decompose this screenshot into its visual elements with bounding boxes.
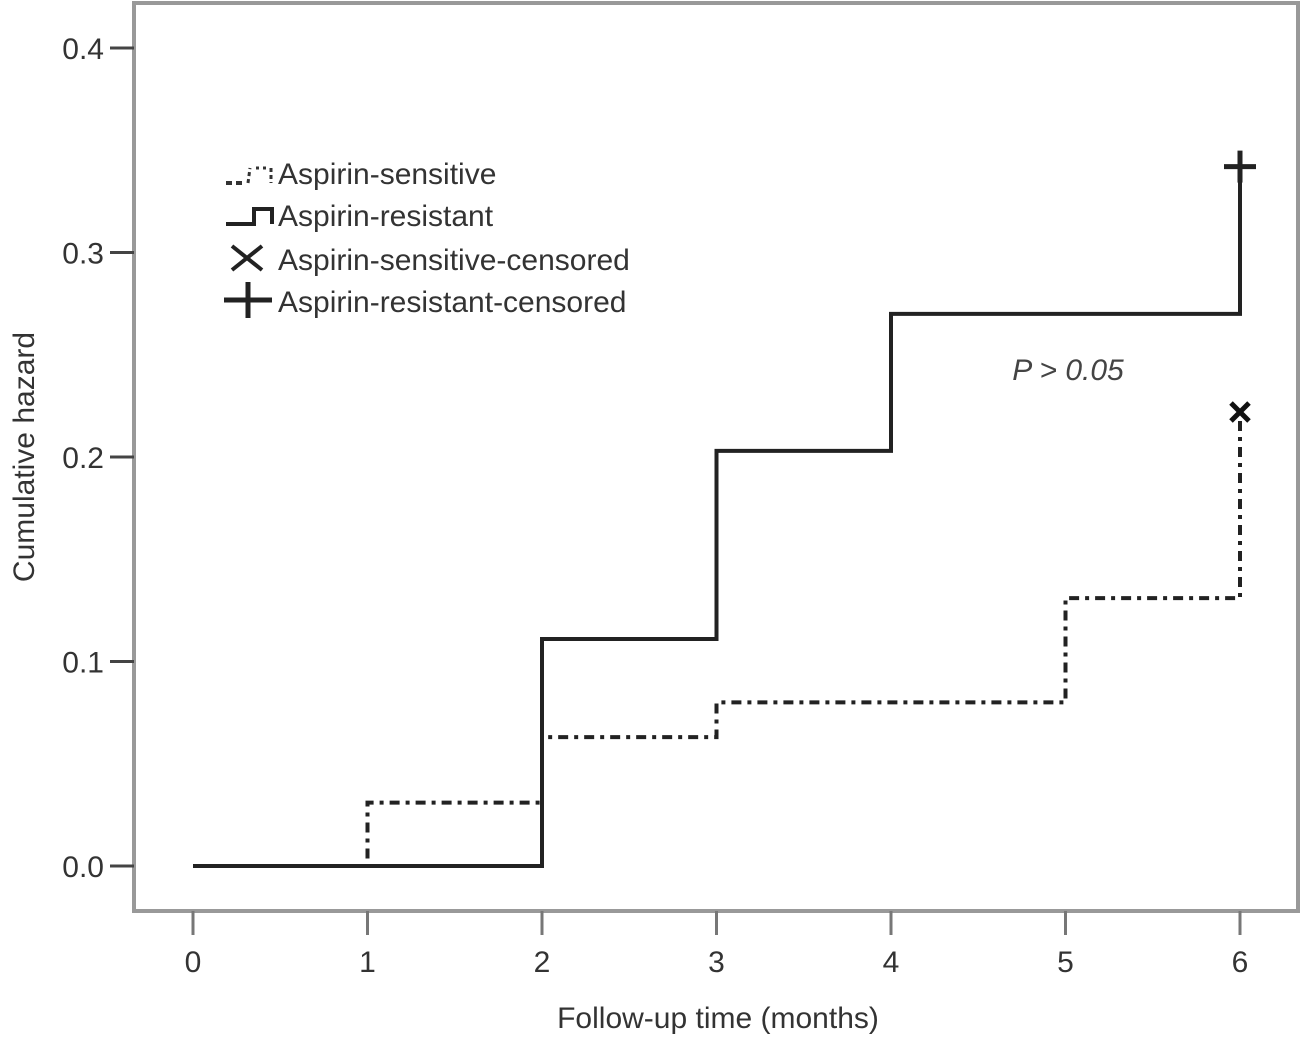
- x-tick-label: 4: [883, 946, 900, 979]
- y-axis: 0.0 0.1 0.2 0.3 0.4: [62, 33, 134, 884]
- x-tick-label: 5: [1057, 946, 1074, 979]
- legend-item-aspirin-resistant-censored: Aspirin-resistant-censored: [224, 282, 626, 319]
- series-layer: [193, 150, 1256, 868]
- x-tick-label: 6: [1232, 946, 1249, 979]
- legend-label: Aspirin-resistant-censored: [278, 286, 626, 319]
- series-aspirin-resistant: [193, 166, 1242, 868]
- legend-item-aspirin-resistant: Aspirin-resistant: [226, 200, 494, 233]
- series-aspirin-sensitive: [193, 412, 1242, 868]
- x-censor-marker-icon: [1229, 401, 1251, 423]
- legend-label: Aspirin-resistant: [278, 200, 494, 233]
- plus-censor-marker-icon: [1224, 150, 1256, 183]
- legend-item-aspirin-sensitive: Aspirin-sensitive: [226, 158, 496, 191]
- y-tick-label: 0.0: [62, 851, 104, 884]
- legend-label: Aspirin-sensitive: [278, 158, 496, 191]
- x-tick-label: 1: [359, 946, 376, 979]
- y-tick-label: 0.3: [62, 238, 104, 271]
- legend-label: Aspirin-sensitive-censored: [278, 244, 630, 277]
- dash-dot-step-icon: [226, 166, 273, 185]
- solid-step-icon: [226, 207, 274, 226]
- x-tick-label: 3: [708, 946, 725, 979]
- y-tick-label: 0.4: [62, 33, 104, 66]
- x-axis: 0 1 2 3 4 5 6: [185, 911, 1249, 979]
- x-tick-label: 2: [534, 946, 551, 979]
- legend: Aspirin-sensitive Aspirin-resistant Aspi…: [224, 158, 630, 319]
- y-tick-label: 0.1: [62, 647, 104, 680]
- plus-marker-icon: [224, 282, 272, 318]
- p-value-annotation: P > 0.05: [1012, 354, 1124, 387]
- x-axis-title: Follow-up time (months): [557, 1002, 879, 1035]
- y-tick-label: 0.2: [62, 442, 104, 475]
- y-axis-title: Cumulative hazard: [8, 332, 41, 582]
- x-tick-label: 0: [185, 946, 202, 979]
- x-marker-icon: [230, 244, 264, 272]
- legend-item-aspirin-sensitive-censored: Aspirin-sensitive-censored: [230, 244, 630, 277]
